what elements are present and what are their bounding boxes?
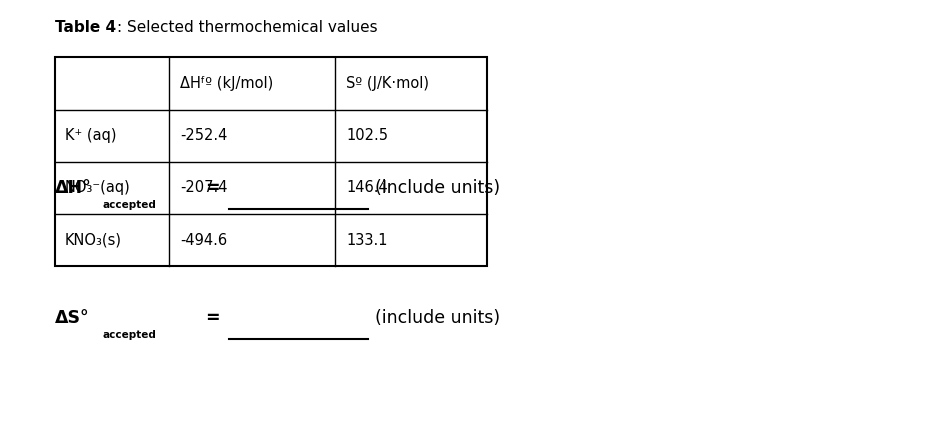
Text: (include units): (include units) xyxy=(375,309,500,327)
Text: 102.5: 102.5 xyxy=(346,128,388,143)
Text: KNO₃(s): KNO₃(s) xyxy=(65,232,121,248)
Text: 133.1: 133.1 xyxy=(346,232,388,248)
Text: accepted: accepted xyxy=(102,330,157,340)
Text: ΔH°: ΔH° xyxy=(55,179,92,197)
Text: ΔS°: ΔS° xyxy=(55,309,89,327)
Text: accepted: accepted xyxy=(102,200,157,210)
Text: -494.6: -494.6 xyxy=(180,232,228,248)
Text: -207.4: -207.4 xyxy=(180,180,228,195)
Text: 146.4: 146.4 xyxy=(346,180,388,195)
Text: -252.4: -252.4 xyxy=(180,128,228,143)
Text: Sº (J/K·mol): Sº (J/K·mol) xyxy=(346,76,429,91)
Text: =: = xyxy=(200,309,221,327)
Text: Table 4: Table 4 xyxy=(55,20,116,35)
Text: =: = xyxy=(200,179,221,197)
Text: ΔHᶠº (kJ/mol): ΔHᶠº (kJ/mol) xyxy=(180,76,273,91)
Text: NO₃⁻(aq): NO₃⁻(aq) xyxy=(65,180,130,195)
Bar xyxy=(55,57,487,266)
Text: (include units): (include units) xyxy=(375,179,500,197)
Text: K⁺ (aq): K⁺ (aq) xyxy=(65,128,116,143)
Text: : Selected thermochemical values: : Selected thermochemical values xyxy=(117,20,378,35)
